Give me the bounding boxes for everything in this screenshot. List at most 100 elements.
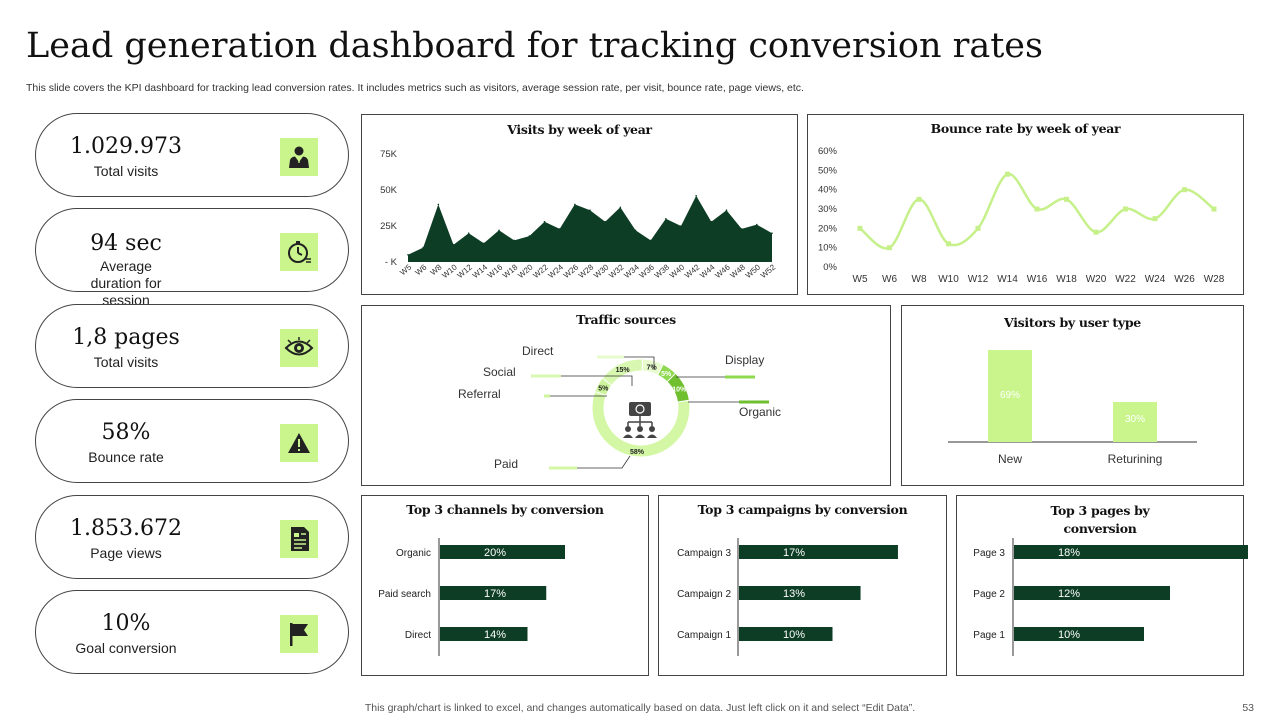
x-tick-label: W5 xyxy=(398,262,413,277)
eye-icon xyxy=(280,329,318,367)
x-tick-label: W46 xyxy=(713,262,732,280)
x-tick-label: W28 xyxy=(577,262,596,280)
data-point xyxy=(975,225,981,231)
x-tick-label: W34 xyxy=(622,262,641,280)
document-icon xyxy=(280,520,318,558)
kpi-value: 10% xyxy=(101,611,151,636)
data-point xyxy=(649,239,652,242)
x-tick-label: W20 xyxy=(1086,274,1107,285)
x-tick-label: W14 xyxy=(471,262,490,280)
bar xyxy=(440,586,547,600)
bar-label: 14% xyxy=(484,629,506,641)
x-tick-label: New xyxy=(998,452,1022,466)
slice-label: 5% xyxy=(661,371,672,378)
campaigns-bar-chart: 17% Campaign 3 13% Campaign 2 10% Campaign 1 xyxy=(677,538,898,656)
data-point xyxy=(574,203,576,206)
x-tick-label: W20 xyxy=(516,262,535,280)
kpi-value: 94 sec xyxy=(90,231,162,256)
y-tick-label: 50K xyxy=(380,185,398,196)
data-point xyxy=(467,232,470,234)
data-point xyxy=(680,225,682,227)
slice-label: 7% xyxy=(647,364,658,371)
legend-label: Referral xyxy=(458,387,501,401)
y-tick-label: Organic xyxy=(396,548,431,559)
x-tick-label: W6 xyxy=(882,274,897,285)
x-tick-label: W50 xyxy=(744,262,763,280)
chart-title: Top 3 channels by conversion xyxy=(406,502,604,517)
bar-label: 30% xyxy=(1125,414,1145,425)
data-point xyxy=(528,235,531,237)
network-icon xyxy=(620,400,660,440)
x-tick-label: W42 xyxy=(683,262,702,280)
y-tick-label: 30% xyxy=(818,204,838,215)
visits-by-week-panel: Visits by week of year - K 25K 50K 75K W5 W6 W… xyxy=(361,114,798,295)
bar-label: 13% xyxy=(783,588,805,600)
y-tick-label: Page 3 xyxy=(973,548,1005,559)
x-tick-label: W10 xyxy=(938,274,959,285)
slice-label: 58% xyxy=(630,449,645,456)
kpi-pages-per-visit: 1,8 pages Total visits xyxy=(35,304,349,388)
data-point xyxy=(498,229,500,232)
leader-line xyxy=(549,455,631,469)
pages-bar-chart: 18% Page 3 12% Page 2 10% Page 1 xyxy=(973,538,1248,656)
data-point xyxy=(857,225,863,231)
x-tick-label: W8 xyxy=(912,274,927,285)
x-tick-label: W32 xyxy=(607,262,626,280)
bar-label: 69% xyxy=(1000,390,1020,401)
legend-label: Display xyxy=(725,353,764,367)
bar-label: 17% xyxy=(783,547,805,559)
kpi-bounce-rate: 58% Bounce rate xyxy=(35,399,349,483)
data-point xyxy=(589,209,591,211)
kpi-label: Page views xyxy=(90,545,162,561)
x-tick-label: W52 xyxy=(759,262,778,280)
data-point xyxy=(1093,229,1099,235)
top-pages-panel: Top 3 pages by conversion 18% Page 3 12% Pa… xyxy=(956,495,1248,676)
x-tick-label: W16 xyxy=(486,262,505,280)
bar-label: 20% xyxy=(484,547,506,559)
kpi-label: Goal conversion xyxy=(75,640,177,656)
data-point xyxy=(695,194,697,197)
top-channels-panel: Top 3 channels by conversion 20% Organic 1… xyxy=(361,495,649,676)
y-tick-label: 40% xyxy=(818,185,838,196)
data-point xyxy=(619,206,622,209)
data-point xyxy=(407,254,409,256)
kpi-page-views: 1.853.672 Page views xyxy=(35,495,349,579)
top-campaigns-panel: Top 3 campaigns by conversion 17% Campaig… xyxy=(658,495,947,676)
x-tick-label: W16 xyxy=(1027,274,1048,285)
kpi-goal-conversion: 10% Goal conversion xyxy=(35,590,349,674)
warning-icon xyxy=(280,424,318,462)
kpi-value: 1,8 pages xyxy=(72,325,180,350)
y-tick-label: Page 2 xyxy=(973,589,1005,600)
bar xyxy=(440,545,565,559)
chart-title: Visits by week of year xyxy=(507,122,652,137)
kpi-label: Total visits xyxy=(93,163,159,179)
data-point xyxy=(946,241,951,247)
data-point xyxy=(1152,216,1158,222)
bar xyxy=(1014,545,1248,559)
bar-label: 10% xyxy=(1058,629,1080,641)
legend-label: Organic xyxy=(739,405,781,419)
y-tick-label: 20% xyxy=(818,223,838,234)
data-point xyxy=(634,229,637,232)
page-subtitle: This slide covers the KPI dashboard for … xyxy=(26,82,804,94)
x-tick-label: W44 xyxy=(698,262,717,280)
chart-title: Traffic sources xyxy=(576,312,676,327)
y-tick-label: 25K xyxy=(380,221,398,232)
legend-label: Social xyxy=(483,365,516,379)
data-point xyxy=(1005,171,1010,177)
bar xyxy=(739,586,861,600)
bar xyxy=(1014,586,1170,600)
kpi-label: Bounce rate xyxy=(88,449,164,465)
visits-area xyxy=(408,195,772,262)
x-tick-label: W14 xyxy=(997,274,1018,285)
kpi-value: 58% xyxy=(101,420,151,445)
x-tick-label: W38 xyxy=(653,262,672,280)
x-tick-label: W12 xyxy=(456,262,475,280)
visitors-bar-chart: 69% New 30% Returining xyxy=(948,350,1197,466)
chart-title: Bounce rate by week of year xyxy=(930,121,1121,136)
kpi-label: Total visits xyxy=(93,354,159,370)
y-tick-label: Campaign 1 xyxy=(677,630,731,641)
y-tick-label: - K xyxy=(385,257,398,268)
flag-icon xyxy=(280,615,318,653)
